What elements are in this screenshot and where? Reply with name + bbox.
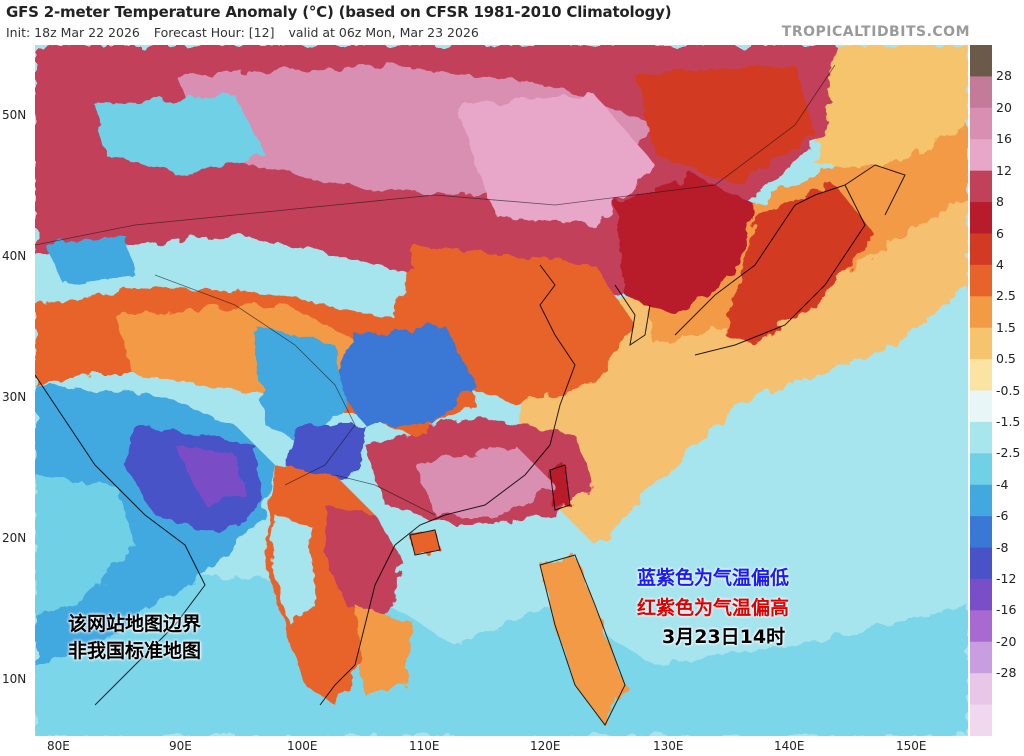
lon-tick-110e: 110E — [409, 739, 440, 753]
colorbar-swatch — [970, 610, 992, 643]
colorbar-label: 20 — [996, 99, 1012, 115]
colorbar-label: -0.5 — [996, 382, 1021, 398]
forecast-hour: Forecast Hour: [12] — [153, 25, 275, 40]
colorbar-label: -2.5 — [996, 445, 1021, 461]
colorbar-swatch — [970, 202, 992, 234]
anomaly-map — [35, 45, 968, 736]
colorbar-swatch — [970, 107, 992, 140]
colorbar-label: -28 — [996, 665, 1017, 681]
colorbar-label: -8 — [996, 539, 1009, 555]
colorbar-label: -20 — [996, 633, 1017, 649]
lat-tick-40n: 40N — [2, 249, 27, 263]
colorbar-swatch — [970, 327, 992, 360]
lon-tick-100e: 100E — [287, 739, 318, 753]
colorbar-label: 16 — [996, 131, 1012, 147]
disclaimer-line-2: 非我国标准地图 — [68, 640, 202, 662]
lon-tick-150e: 150E — [896, 739, 927, 753]
lon-tick-120e: 120E — [530, 739, 561, 753]
colorbar-swatch — [970, 704, 992, 736]
colorbar-label: -6 — [996, 508, 1009, 524]
colorbar-swatch — [970, 170, 992, 203]
colorbar-swatch — [970, 233, 992, 266]
colorbar-swatch — [970, 359, 992, 391]
disclaimer-line-1: 该网站地图边界 — [68, 613, 202, 635]
colorbar-swatch — [970, 264, 992, 297]
colorbar-label: 4 — [996, 256, 1004, 272]
coastlines — [35, 164, 906, 726]
lat-tick-50n: 50N — [2, 108, 27, 122]
colorbar-label: 28 — [996, 68, 1012, 84]
colorbar-label: 12 — [996, 162, 1012, 178]
colorbar-label: -4 — [996, 476, 1009, 492]
lon-tick-130e: 130E — [653, 739, 684, 753]
colorbar-swatch — [970, 421, 992, 454]
colorbar-label: 1.5 — [996, 319, 1016, 335]
colorbar-label: 0.5 — [996, 351, 1016, 367]
colorbar — [970, 45, 992, 736]
colorbar-swatch — [970, 516, 992, 549]
legend-note-red: 红紫色为气温偏高 — [637, 597, 790, 619]
colorbar-swatch — [970, 45, 992, 77]
colorbar-label: 2.5 — [996, 288, 1016, 304]
colorbar-swatch — [970, 578, 992, 611]
valid-time: valid at 06z Mon, Mar 23 2026 — [288, 25, 479, 40]
lon-tick-80e: 80E — [47, 739, 70, 753]
colorbar-swatch — [970, 453, 992, 486]
colorbar-swatch — [970, 76, 992, 109]
colorbar-swatch — [970, 390, 992, 423]
colorbar-label: -16 — [996, 602, 1017, 618]
header-subtitle: Init: 18z Mar 22 2026 Forecast Hour: [12… — [6, 25, 489, 40]
colorbar-swatch — [970, 641, 992, 674]
header-title: GFS 2-meter Temperature Anomaly (°C) (ba… — [6, 3, 672, 21]
lon-tick-140e: 140E — [774, 739, 805, 753]
anomaly-field — [35, 45, 968, 736]
valid-local-time: 3月23日14时 — [662, 626, 786, 648]
colorbar-label: -1.5 — [996, 413, 1021, 429]
colorbar-swatch — [970, 484, 992, 517]
lat-tick-30n: 30N — [2, 390, 27, 404]
lat-tick-10n: 10N — [2, 672, 27, 686]
site-brand: TROPICALTIDBITS.COM — [781, 24, 970, 40]
colorbar-label: 6 — [996, 225, 1004, 241]
colorbar-label: 8 — [996, 194, 1004, 209]
colorbar-label: -12 — [996, 571, 1017, 586]
init-time: Init: 18z Mar 22 2026 — [6, 25, 140, 40]
legend-note-blue: 蓝紫色为气温偏低 — [637, 567, 790, 589]
lon-tick-90e: 90E — [169, 739, 192, 753]
lat-tick-20n: 20N — [2, 531, 27, 545]
colorbar-swatch — [970, 296, 992, 329]
colorbar-swatch — [970, 673, 992, 706]
borders — [35, 64, 836, 516]
colorbar-swatch — [970, 547, 992, 580]
colorbar-swatch — [970, 139, 992, 172]
